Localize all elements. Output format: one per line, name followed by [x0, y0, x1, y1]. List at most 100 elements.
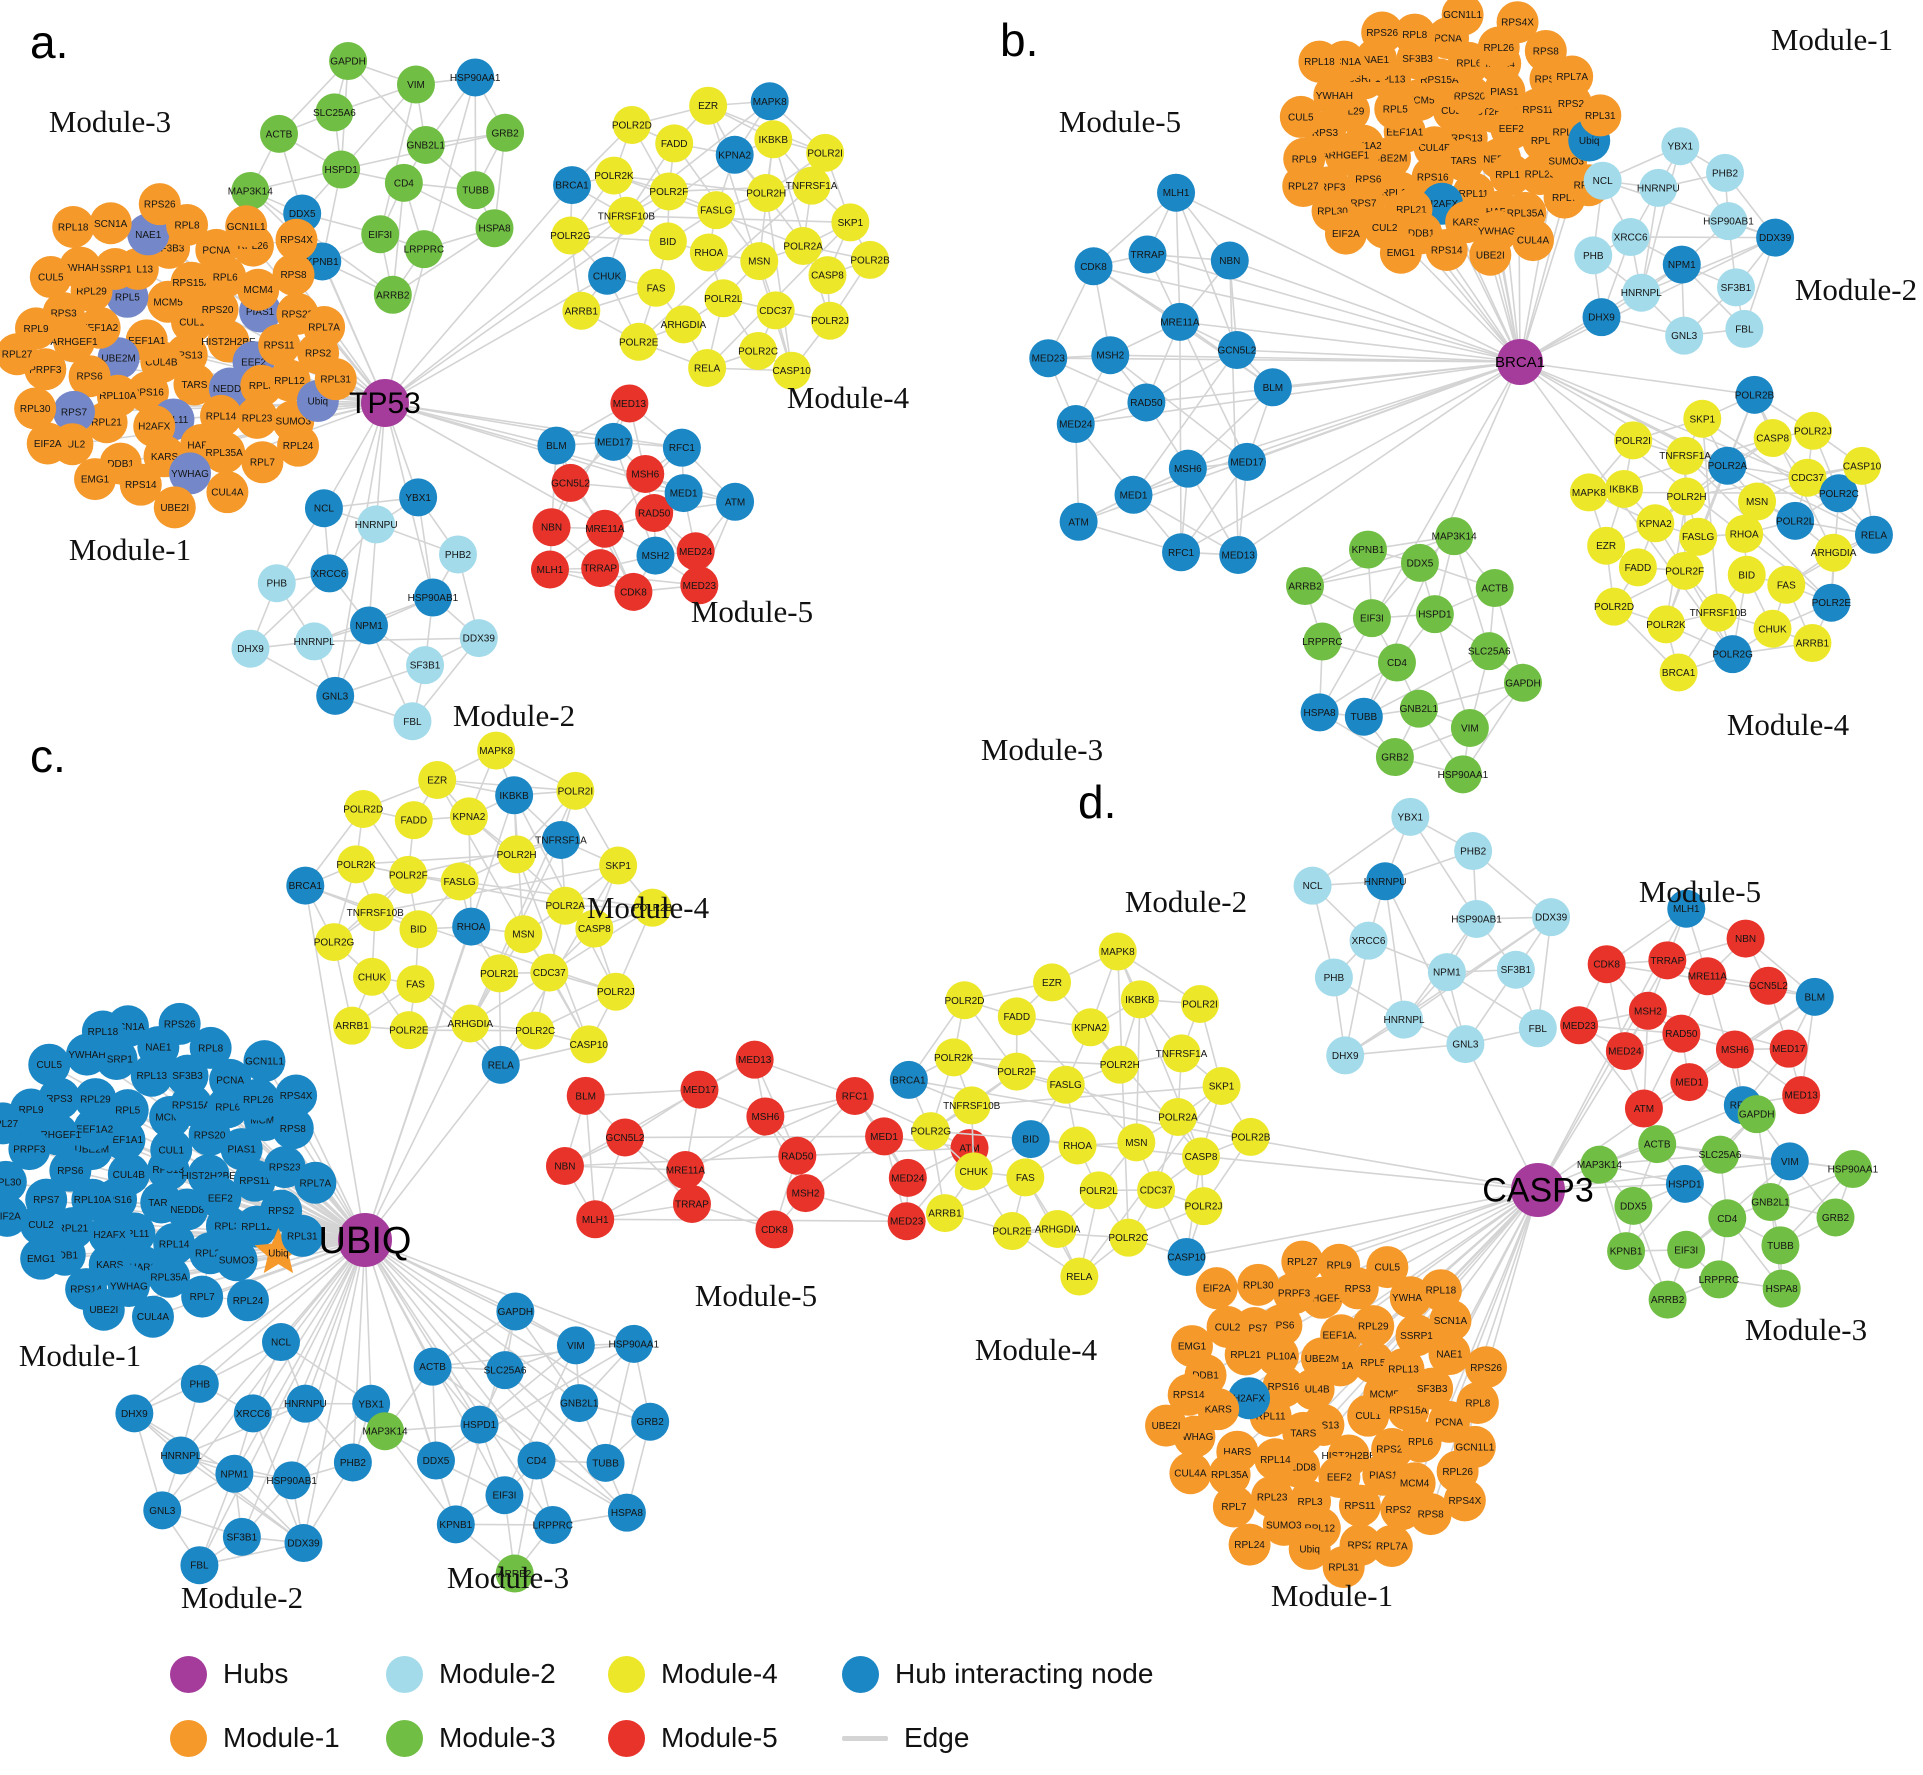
legend-label: Module-2: [439, 1658, 556, 1689]
node-RPS26: RPS26: [138, 183, 181, 226]
legend-item-module-3: Module-3: [386, 1719, 604, 1757]
node-EMG1: EMG1: [74, 458, 117, 501]
node-RPL9: RPL9: [1318, 1243, 1361, 1286]
node-RPS4X: RPS4X: [1443, 1479, 1486, 1522]
node-FBL: FBL: [180, 1546, 219, 1585]
node-CUL5: CUL5: [28, 1043, 71, 1086]
module-label: Module-1: [1271, 1578, 1393, 1613]
edge: [1228, 260, 1240, 555]
edge: [314, 637, 479, 643]
node-RAD50: RAD50: [778, 1136, 817, 1175]
edge: [1701, 418, 1719, 613]
node-KPNB1: KPNB1: [436, 1505, 475, 1544]
node-NBN: NBN: [532, 508, 571, 547]
node-HSP90AA1: HSP90AA1: [450, 58, 501, 97]
node-FASLG: FASLG: [1046, 1065, 1085, 1104]
edge: [1448, 1189, 1539, 1423]
node-HSPD1: HSPD1: [322, 150, 361, 189]
node-POLR2G: POLR2G: [1712, 635, 1753, 674]
edge: [1537, 1160, 1790, 1191]
edge: [479, 1344, 577, 1426]
node-TNFRSF1A: TNFRSF1A: [786, 166, 838, 205]
node-CDC37: CDC37: [530, 953, 569, 992]
edge: [1132, 349, 1238, 496]
node-GAPDH: GAPDH: [496, 1292, 535, 1331]
node-RPS4X: RPS4X: [275, 218, 318, 261]
node-UBE2I: UBE2I: [82, 1288, 125, 1331]
edge: [408, 839, 562, 876]
node-POLR2K: POLR2K: [1646, 605, 1686, 644]
node-IKBKB: IKBKB: [1120, 980, 1159, 1019]
node-PHB2: PHB2: [438, 535, 477, 574]
legend-label: Module-4: [661, 1658, 778, 1689]
node-ARRB1: ARRB1: [562, 291, 601, 330]
node-FAS: FAS: [1006, 1158, 1045, 1197]
node-GCN5L2: GCN5L2: [1749, 966, 1788, 1005]
edge: [854, 1095, 970, 1149]
node-PHB2: PHB2: [333, 1443, 372, 1482]
panel-a: CD4HSPD1GNB2L1EIF3ISLC25A6TUBBDDX5VIMLRP…: [0, 42, 910, 741]
edge: [1133, 494, 1239, 556]
node-BID: BID: [1727, 555, 1766, 594]
edge: [1384, 881, 1405, 1020]
node-MLH1: MLH1: [530, 550, 569, 589]
edge: [347, 60, 427, 146]
node-ACTB: ACTB: [1638, 1125, 1677, 1164]
node-RPS26: RPS26: [1361, 11, 1404, 54]
panel-letter-3: d.: [1078, 776, 1116, 828]
module-3-color-swatch: [386, 1719, 423, 1757]
node-POLR2L: POLR2L: [1079, 1171, 1118, 1210]
node-NCL: NCL: [1293, 866, 1332, 905]
node-CDK8: CDK8: [1587, 945, 1626, 984]
node-LRPPRC: LRPPRC: [404, 230, 444, 269]
node-POLR2D: POLR2D: [343, 789, 383, 828]
node-EMG1: EMG1: [1170, 1325, 1213, 1368]
node-MAP3K14: MAP3K14: [1432, 517, 1477, 556]
node-TUBB: TUBB: [586, 1443, 625, 1482]
node-MSH2: MSH2: [1091, 336, 1130, 375]
edge: [1179, 321, 1182, 553]
node-NBN: NBN: [1210, 241, 1249, 280]
node-POLR2B: POLR2B: [850, 240, 890, 279]
node-MED17: MED17: [594, 422, 633, 461]
node-VIM: VIM: [1450, 709, 1489, 748]
node-GRB2: GRB2: [486, 113, 525, 152]
node-CD4: CD4: [517, 1441, 556, 1480]
node-GNB2L1: GNB2L1: [560, 1384, 599, 1423]
edge: [1363, 650, 1490, 718]
edge: [252, 1239, 366, 1414]
node-POLR2I: POLR2I: [1614, 421, 1653, 460]
node-CDK8: CDK8: [1074, 247, 1113, 286]
node-NPM1: NPM1: [1662, 245, 1701, 284]
node-RAD50: RAD50: [1662, 1014, 1701, 1053]
node-KPNA2: KPNA2: [1636, 504, 1675, 543]
node-HNRNPU: HNRNPU: [355, 505, 398, 544]
module-4-color-swatch: [608, 1655, 645, 1693]
node-NCL: NCL: [262, 1323, 301, 1362]
edge: [364, 1239, 554, 1526]
node-RHOA: RHOA: [1725, 514, 1764, 553]
node-IKBKB: IKBKB: [495, 776, 534, 815]
node-MAPK8: MAPK8: [750, 82, 789, 121]
edge: [1312, 816, 1411, 887]
node-ARRB2: ARRB2: [1648, 1280, 1687, 1319]
edges: [2, 749, 971, 1575]
node-VIM: VIM: [1770, 1142, 1809, 1181]
module-label: Module-4: [587, 890, 710, 925]
node-TRRAP: TRRAP: [672, 1184, 711, 1223]
edge: [133, 1239, 366, 1415]
node-CUL5: CUL5: [1366, 1246, 1409, 1289]
node-MSH2: MSH2: [786, 1174, 825, 1213]
node-ARRB2: ARRB2: [373, 275, 412, 314]
node-TUBB: TUBB: [456, 171, 495, 210]
edge: [1304, 562, 1421, 587]
node-EIF3I: EIF3I: [485, 1476, 524, 1515]
hub-node-TP53: TP53: [349, 379, 421, 427]
node-TRRAP: TRRAP: [1648, 941, 1687, 980]
node-EZR: EZR: [418, 760, 457, 799]
panel-letter-1: b.: [1000, 14, 1038, 66]
edge: [1519, 361, 1755, 396]
node-POLR2K: POLR2K: [594, 156, 634, 195]
edge: [364, 1239, 538, 1462]
node-PHB2: PHB2: [1454, 832, 1493, 871]
